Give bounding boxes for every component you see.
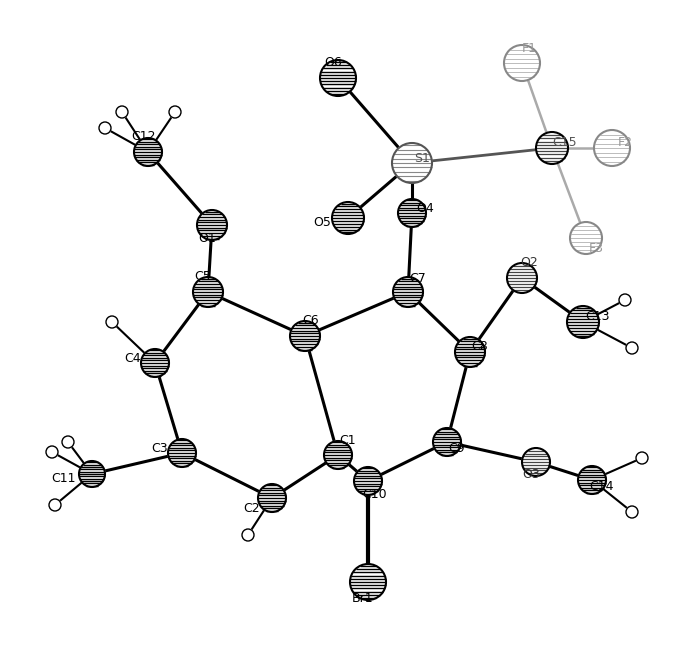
Text: C6: C6 <box>303 314 319 328</box>
Circle shape <box>320 60 356 96</box>
Text: S1: S1 <box>414 152 430 165</box>
Circle shape <box>393 277 423 307</box>
Circle shape <box>619 294 631 306</box>
Circle shape <box>290 321 320 351</box>
Circle shape <box>354 467 382 495</box>
Text: C14: C14 <box>590 480 614 494</box>
Text: C2: C2 <box>244 501 260 515</box>
Circle shape <box>99 122 111 134</box>
Circle shape <box>455 337 485 367</box>
Text: C11: C11 <box>52 473 76 486</box>
Circle shape <box>134 138 162 166</box>
Text: C9: C9 <box>449 442 465 455</box>
Circle shape <box>567 306 599 338</box>
Text: O2: O2 <box>520 256 538 268</box>
Text: O5: O5 <box>313 217 331 229</box>
Text: F2: F2 <box>618 136 632 150</box>
Circle shape <box>332 202 364 234</box>
Text: C12: C12 <box>131 130 155 142</box>
Circle shape <box>392 143 432 183</box>
Circle shape <box>116 106 128 118</box>
Circle shape <box>49 499 61 511</box>
Text: C4: C4 <box>125 351 141 364</box>
Text: F3: F3 <box>588 241 603 254</box>
Circle shape <box>578 466 606 494</box>
Circle shape <box>594 130 630 166</box>
Circle shape <box>258 484 286 512</box>
Circle shape <box>168 439 196 467</box>
Text: C15: C15 <box>552 136 577 150</box>
Text: O6: O6 <box>324 55 342 69</box>
Circle shape <box>626 342 638 354</box>
Text: F1: F1 <box>522 42 537 55</box>
Circle shape <box>504 45 540 81</box>
Text: C3: C3 <box>151 442 169 455</box>
Text: C7: C7 <box>409 272 427 285</box>
Text: O4: O4 <box>416 202 434 214</box>
Circle shape <box>193 277 223 307</box>
Text: O3: O3 <box>522 469 540 482</box>
Circle shape <box>522 448 550 476</box>
Circle shape <box>79 461 105 487</box>
Circle shape <box>169 106 181 118</box>
Circle shape <box>62 436 74 448</box>
Circle shape <box>324 441 352 469</box>
Circle shape <box>242 529 254 541</box>
Circle shape <box>433 428 461 456</box>
Circle shape <box>507 263 537 293</box>
Circle shape <box>398 199 426 227</box>
Text: C10: C10 <box>363 488 387 500</box>
Text: C1: C1 <box>340 434 356 447</box>
Circle shape <box>570 222 602 254</box>
Text: Br1: Br1 <box>352 592 374 604</box>
Circle shape <box>626 506 638 518</box>
Text: C5: C5 <box>195 270 211 283</box>
Circle shape <box>106 316 118 328</box>
Text: C8: C8 <box>472 341 488 353</box>
Circle shape <box>636 452 648 464</box>
Circle shape <box>536 132 568 164</box>
Circle shape <box>350 564 386 600</box>
Circle shape <box>197 210 227 240</box>
Text: O1: O1 <box>198 231 216 244</box>
Circle shape <box>46 446 58 458</box>
Circle shape <box>141 349 169 377</box>
Text: C13: C13 <box>585 310 610 324</box>
